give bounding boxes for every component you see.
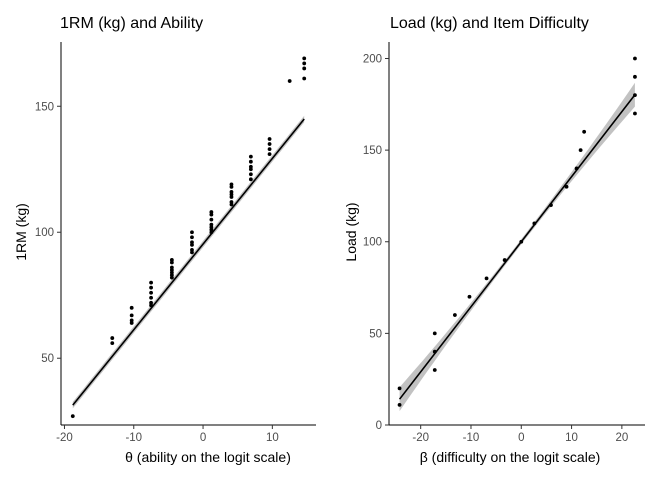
data-point	[248, 172, 253, 177]
data-point	[129, 321, 134, 325]
y-tick-label: 50	[41, 353, 54, 365]
data-point	[169, 275, 174, 280]
x-tick-label: 0	[200, 432, 206, 444]
data-point	[149, 290, 153, 295]
data-point	[267, 152, 272, 157]
data-point	[149, 295, 153, 300]
y-tick-label: 150	[35, 101, 54, 113]
fit-line-layer	[72, 118, 305, 406]
data-point	[190, 242, 194, 247]
x-ticks: -20 -10 0 10 20	[412, 425, 628, 444]
data-point	[190, 235, 194, 240]
y-axis-title: 1RM (kg)	[13, 203, 29, 261]
x-tick-label: 20	[615, 432, 628, 444]
data-point	[302, 56, 307, 61]
data-point	[70, 414, 75, 419]
data-point	[633, 93, 637, 98]
y-ticks: 0 50 100 150 200	[363, 53, 389, 432]
data-point	[110, 336, 115, 340]
x-tick-label: 10	[266, 432, 279, 444]
data-point	[578, 148, 583, 153]
data-point	[149, 285, 153, 290]
data-point	[532, 221, 537, 226]
data-point	[582, 129, 587, 134]
data-point	[633, 56, 637, 61]
data-point	[549, 203, 553, 207]
data-point	[432, 331, 437, 336]
panel-title: 1RM (kg) and Ability	[60, 15, 203, 32]
panel-load-difficulty: Load (kg) and Item Difficulty β (difficu…	[343, 15, 645, 465]
fit-line	[72, 118, 305, 406]
x-ticks: -20 -10 0 10	[56, 425, 279, 444]
data-point	[209, 212, 214, 217]
data-point	[169, 260, 174, 265]
y-tick-label: 200	[363, 53, 382, 65]
data-point	[267, 142, 272, 146]
data-point	[633, 74, 637, 79]
data-point	[190, 250, 194, 255]
y-tick-label: 50	[369, 328, 382, 340]
y-ticks: 50 100 150	[35, 101, 61, 365]
x-axis-title: β (difficulty on the logit scale)	[420, 449, 601, 465]
x-tick-label: -20	[412, 432, 429, 444]
data-point	[432, 349, 437, 354]
x-tick-label: -10	[463, 432, 480, 444]
data-point	[267, 137, 272, 141]
data-point	[229, 195, 234, 199]
y-tick-label: 0	[376, 420, 382, 432]
data-point	[574, 166, 579, 171]
x-tick-label: -20	[56, 432, 73, 444]
data-point	[302, 76, 307, 81]
panel-title: Load (kg) and Item Difficulty	[390, 15, 589, 32]
data-point	[633, 111, 637, 116]
x-tick-label: -10	[125, 432, 142, 444]
fit-line	[398, 94, 636, 400]
x-tick-label: 10	[565, 432, 578, 444]
data-point	[267, 147, 272, 151]
data-point	[302, 66, 307, 71]
data-point	[110, 341, 115, 346]
data-point	[129, 313, 134, 318]
data-point	[209, 230, 214, 235]
data-point	[287, 79, 292, 83]
data-point	[502, 258, 507, 262]
data-point	[129, 305, 134, 310]
data-point	[484, 276, 489, 281]
data-point	[229, 184, 234, 189]
data-point	[248, 167, 253, 172]
y-tick-label: 100	[35, 227, 54, 239]
data-point	[248, 159, 253, 164]
data-point	[248, 154, 253, 159]
data-point	[229, 202, 234, 207]
data-point	[149, 303, 153, 308]
data-point	[190, 230, 194, 235]
data-point	[397, 402, 402, 407]
fit-line-layer	[398, 94, 636, 400]
data-point	[397, 386, 402, 391]
data-point	[302, 61, 307, 66]
y-tick-label: 150	[363, 145, 382, 157]
data-point	[564, 184, 569, 189]
x-tick-label: 0	[518, 432, 524, 444]
data-point	[149, 280, 153, 285]
data-point	[209, 217, 214, 222]
x-axis-title: θ (ability on the logit scale)	[125, 449, 291, 465]
data-point	[432, 368, 437, 372]
data-point	[248, 177, 253, 182]
data-point	[452, 313, 457, 317]
data-point	[467, 294, 472, 299]
points-layer	[397, 56, 637, 407]
y-tick-label: 100	[363, 237, 382, 249]
panel-1rm-ability: 1RM (kg) and Ability θ (ability on the l…	[13, 15, 316, 465]
data-point	[519, 239, 524, 244]
points-layer	[70, 56, 307, 419]
y-axis-title: Load (kg)	[343, 202, 359, 261]
